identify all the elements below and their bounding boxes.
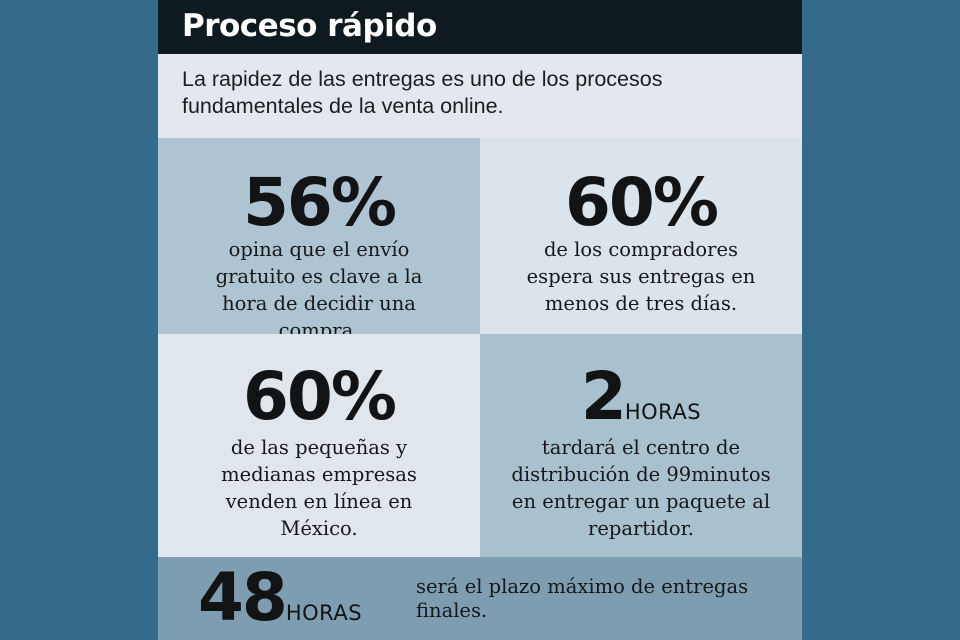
- bottom-stat-unit: HORAS: [285, 601, 363, 625]
- stat-value: 56%: [158, 168, 480, 238]
- stat-cell-online-sme: 60% de las pequeñas y medianas empresas …: [158, 334, 480, 557]
- stat-number: 60%: [243, 358, 397, 435]
- stat-number: 60%: [565, 164, 719, 241]
- bottom-band: 48HORAS será el plazo máximo de entregas…: [158, 557, 802, 640]
- stat-cell-distribution-time: 2HORAS tardará el centro de distribución…: [480, 334, 802, 557]
- stat-description: de los compradores espera sus entregas e…: [526, 238, 756, 315]
- infographic-panel: Proceso rápido La rapidez de las entrega…: [158, 0, 802, 640]
- bottom-stat-description: será el plazo máximo de entregas finales…: [416, 575, 749, 622]
- header-bar: Proceso rápido: [158, 0, 802, 54]
- bottom-stat-value: 48HORAS: [198, 557, 362, 640]
- intro-text: La rapidez de las entregas es uno de los…: [182, 67, 663, 118]
- intro-section: La rapidez de las entregas es uno de los…: [158, 54, 802, 138]
- stat-cell-delivery-expectation: 60% de los compradores espera sus entreg…: [480, 138, 802, 334]
- stat-number: 2: [580, 358, 627, 435]
- stat-unit: HORAS: [624, 400, 702, 424]
- stat-value: 60%: [158, 362, 480, 432]
- stat-value: 2HORAS: [480, 362, 802, 447]
- stat-description: opina que el envío gratuito es clave a l…: [215, 238, 423, 334]
- stat-value: 60%: [480, 168, 802, 238]
- bottom-stat-number: 48: [198, 559, 288, 636]
- stat-description: de las pequeñas y medianas empresas vend…: [221, 436, 417, 540]
- stat-cell-free-shipping: 56% opina que el envío gratuito es clave…: [158, 138, 480, 334]
- page-title: Proceso rápido: [182, 8, 437, 44]
- stat-description: tardará el centro de distribución de 99m…: [511, 436, 771, 540]
- stat-number: 56%: [243, 164, 397, 241]
